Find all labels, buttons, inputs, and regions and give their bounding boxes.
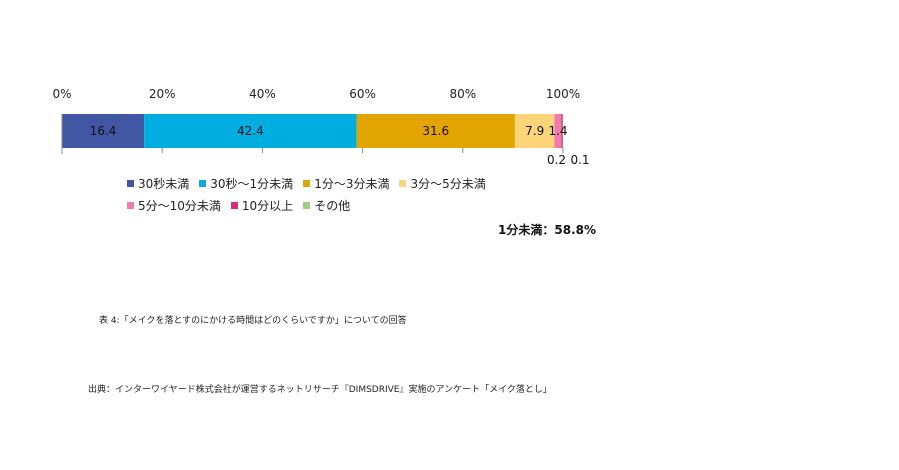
legend-item-30s-1m: 30秒～1分未満 (199, 175, 293, 192)
data-label: 0.1 (570, 153, 589, 167)
x-tick-labels: 0% 20% 40% 60% 80% 100% (52, 87, 580, 101)
bar-segment (562, 114, 564, 148)
data-label: 16.4 (90, 124, 117, 138)
bar-segment (356, 114, 515, 148)
legend-label: 30秒未満 (138, 176, 190, 191)
data-label: 1.4 (548, 124, 567, 138)
data-label: 0.2 (547, 153, 566, 167)
legend-swatch (230, 201, 238, 209)
legend-swatch (199, 179, 207, 187)
legend-label: 10分以上 (241, 198, 294, 213)
legend-row-2: 5分～10分未満 10分以上 その他 (127, 194, 567, 216)
legend-swatch (303, 201, 311, 209)
x-tick-label: 60% (349, 87, 376, 101)
bar-segment (554, 114, 562, 148)
table-caption: 表 4:「メイクを落とすのにかける時間はどのくらいですか」についての回答 (99, 316, 407, 326)
bar-segment (62, 114, 145, 148)
legend-item-other: その他 (303, 197, 350, 214)
bar-segment (144, 114, 357, 148)
legend-label: 1分～3分未満 (314, 176, 390, 191)
bar-segment (561, 114, 563, 148)
summary-annotation: 1分未満：58.8% (498, 223, 596, 237)
legend-item-1m-3m: 1分～3分未満 (303, 175, 389, 192)
data-labels: 16.4 42.4 31.6 7.9 1.4 0.2 0.1 (90, 124, 590, 167)
stacked-bar-chart: 0% 20% 40% 60% 80% 100% 16.4 42.4 31.6 7.9 1.4 0.2… (52, 87, 590, 167)
legend-swatch (127, 179, 134, 187)
legend-item-10m-plus: 10分以上 (230, 197, 294, 214)
legend-swatch (399, 179, 407, 187)
x-tick-label: 20% (149, 87, 176, 101)
data-label: 31.6 (422, 124, 449, 138)
x-tick-label: 80% (449, 87, 476, 101)
legend-swatch (127, 201, 134, 209)
legend-label: 30秒～1分未満 (210, 176, 294, 191)
legend-item-under-30s: 30秒未満 (127, 175, 189, 192)
legend-item-5m-10m: 5分～10分未満 (127, 197, 221, 214)
x-tick-label: 100% (546, 87, 580, 101)
x-tick-label: 0% (52, 87, 71, 101)
source-note: 出典：インターワイヤード株式会社が運営するネットリサーチ『DIMSDRIVE』実… (88, 385, 552, 395)
data-label: 7.9 (525, 124, 544, 138)
bar-segments (62, 114, 564, 148)
legend-item-3m-5m: 3分～5分未満 (399, 175, 486, 192)
legend: 30秒未満 30秒～1分未満 1分～3分未満 3分～5分未満 5分～10分未満 … (127, 172, 567, 216)
legend-label: 3分～5分未満 (410, 176, 486, 191)
legend-swatch (303, 179, 311, 187)
x-axis (61, 114, 564, 154)
legend-label: その他 (314, 198, 351, 213)
x-tick-label: 40% (249, 87, 276, 101)
bar-segment (514, 114, 555, 148)
legend-label: 5分～10分未満 (138, 198, 221, 213)
legend-row-1: 30秒未満 30秒～1分未満 1分～3分未満 3分～5分未満 (127, 172, 567, 194)
data-label: 42.4 (237, 124, 264, 138)
